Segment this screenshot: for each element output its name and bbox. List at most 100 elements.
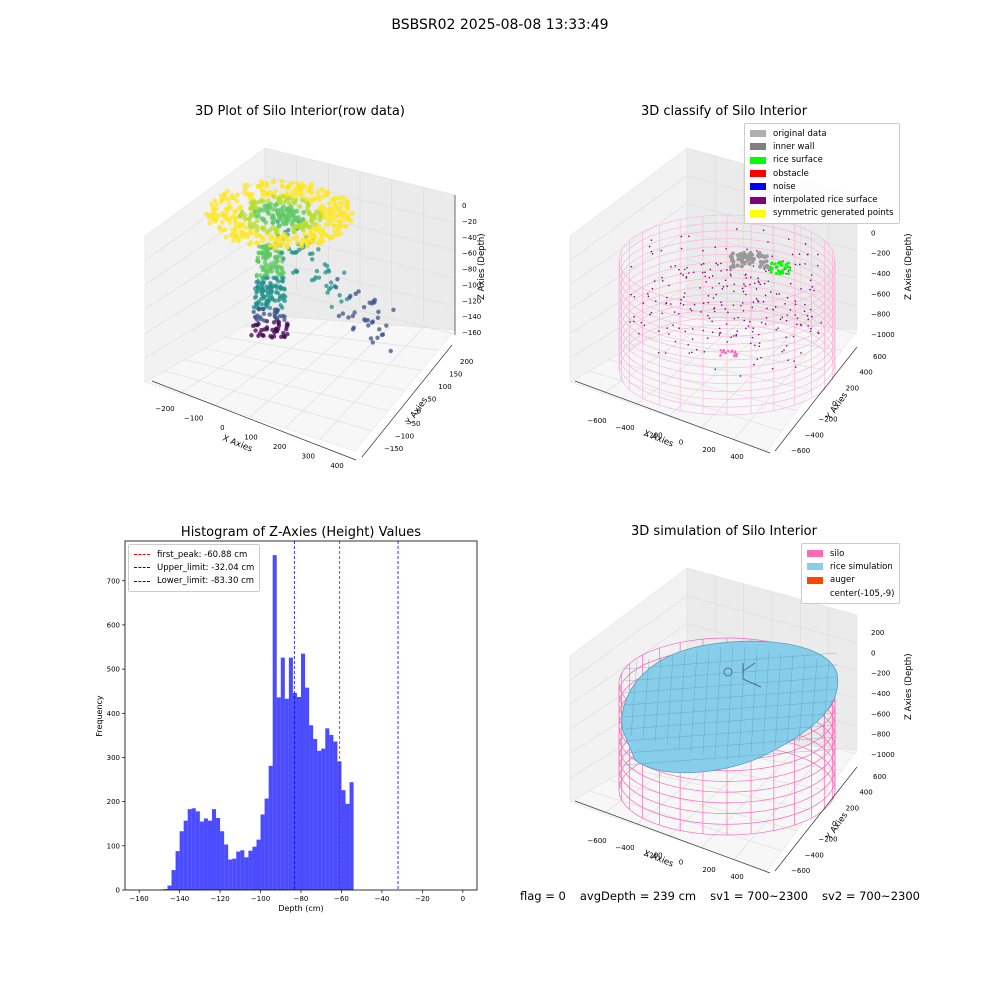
- rice-surface-point: [786, 265, 790, 269]
- raw-data-point: [233, 216, 238, 222]
- inner-wall-point: [758, 264, 763, 269]
- raw-data-point: [278, 207, 284, 212]
- raw-data-point: [289, 180, 295, 186]
- raw-data-point: [207, 212, 213, 218]
- interpolated-point: [735, 333, 738, 336]
- raw-data-point: [346, 315, 351, 320]
- raw-data-point: [375, 335, 380, 341]
- simulation-x-tick-label: −600: [587, 837, 606, 845]
- raw-data-point: [254, 274, 260, 279]
- raw-data-point: [391, 307, 396, 313]
- classify-x-tick-label: 200: [702, 446, 715, 454]
- raw-data-point: [265, 192, 270, 198]
- raw-data-point: [281, 275, 286, 281]
- simulation-y-tick-label: 600: [873, 773, 886, 781]
- interpolated-point: [760, 356, 762, 359]
- silo-bottom-point: [735, 354, 738, 358]
- interpolated-point: [679, 302, 682, 305]
- raw-data-point: [259, 301, 265, 307]
- interpolated-point: [756, 358, 759, 361]
- interpolated-point: [740, 304, 742, 307]
- raw-data-point: [273, 275, 278, 281]
- raw-data-point: [261, 311, 267, 317]
- simulation-x-tick-label: 0: [679, 859, 683, 867]
- interpolated-point: [745, 277, 747, 279]
- raw-data-point: [282, 317, 287, 322]
- raw-y-tick-label: −150: [384, 445, 403, 453]
- simulation-y-tick-label: −600: [791, 867, 810, 875]
- interpolated-point: [706, 337, 709, 339]
- rice-surface-point: [779, 270, 783, 274]
- raw-data-point: [256, 278, 261, 284]
- raw-data-point: [226, 201, 232, 207]
- interpolated-point: [702, 249, 704, 252]
- raw-data-point: [270, 220, 276, 225]
- interpolated-point: [742, 302, 744, 304]
- raw-data-point: [253, 286, 258, 291]
- interpolated-point: [772, 308, 774, 311]
- histogram-bar: [256, 839, 261, 890]
- interpolated-point: [758, 342, 761, 344]
- raw-data-point: [273, 265, 279, 271]
- raw-data-point: [309, 257, 315, 262]
- raw-data-point: [242, 186, 248, 192]
- raw-data-point: [344, 296, 350, 302]
- raw-data-point: [329, 304, 334, 310]
- interpolated-point: [809, 330, 812, 333]
- histogram-bar: [175, 851, 180, 890]
- classify-legend-swatch: [750, 156, 766, 164]
- interpolated-point: [752, 265, 755, 267]
- histogram-bar: [345, 803, 350, 890]
- raw-data-point: [228, 205, 234, 211]
- raw-data-point: [278, 334, 284, 339]
- raw-data-point: [276, 323, 282, 328]
- rice-surface-point: [780, 260, 784, 264]
- raw-data-point: [225, 196, 231, 202]
- interpolated-point: [768, 269, 770, 272]
- interpolated-point: [712, 297, 715, 299]
- rice-mesh-line: [774, 652, 782, 749]
- raw-data-point: [316, 193, 321, 199]
- classify-y-tick-label: −200: [818, 416, 837, 424]
- histogram-y-tick-label: 300: [107, 754, 120, 762]
- classify-legend-swatch: [750, 183, 766, 191]
- raw-data-point: [380, 332, 386, 337]
- histogram-ylabel: Frequency: [95, 695, 104, 737]
- classify-legend-swatch: [750, 209, 766, 217]
- inner-wall-point: [739, 264, 744, 269]
- raw-data-point: [285, 244, 291, 250]
- interpolated-point: [726, 285, 729, 288]
- raw-data-point: [324, 283, 329, 289]
- interpolated-point: [691, 338, 694, 340]
- raw-data-point: [267, 266, 272, 272]
- raw-x-tick-label: 400: [330, 462, 343, 470]
- raw-z-tick-label: −40: [462, 234, 477, 242]
- raw-data-point: [335, 277, 340, 282]
- raw-data-point: [340, 201, 346, 206]
- raw-data-point: [261, 306, 266, 312]
- raw-data-point: [305, 240, 310, 245]
- classify-plot-title: 3D classify of Silo Interior: [640, 104, 808, 119]
- raw-data-point: [218, 199, 224, 205]
- interpolated-point: [750, 276, 752, 279]
- histogram-bar: [296, 696, 301, 890]
- interpolated-point: [789, 266, 791, 269]
- interpolated-point: [711, 287, 714, 289]
- raw-data-point: [350, 313, 356, 319]
- interpolated-point: [674, 264, 677, 267]
- raw-data-point: [260, 190, 266, 195]
- raw-data-point: [280, 183, 286, 189]
- raw-data-point: [335, 213, 341, 219]
- raw-data-point: [281, 256, 286, 261]
- interpolated-point: [794, 303, 797, 306]
- classify-legend-item: symmetric generated points: [750, 207, 894, 220]
- interpolated-point: [703, 350, 706, 353]
- interpolated-point: [702, 262, 705, 265]
- interpolated-point: [724, 279, 727, 282]
- raw-data-point: [264, 229, 270, 235]
- raw-data-point: [261, 217, 267, 223]
- rice-surface-point: [774, 271, 778, 275]
- raw-data-point: [247, 224, 253, 230]
- histogram-y-tick-label: 0: [116, 887, 120, 895]
